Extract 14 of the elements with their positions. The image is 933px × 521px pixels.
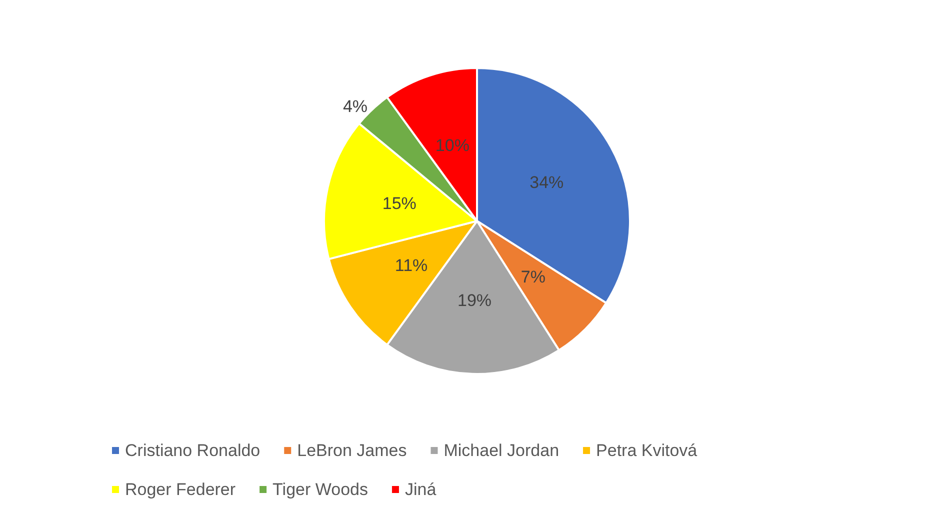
data-label: 10%: [435, 136, 470, 155]
legend-label: Cristiano Ronaldo: [125, 441, 260, 460]
data-label: 11%: [394, 256, 428, 276]
legend-label: Roger Federer: [125, 480, 236, 499]
data-label: 4%: [342, 97, 368, 116]
legend-label: Tiger Woods: [272, 480, 368, 499]
legend-label: LeBron James: [297, 441, 407, 460]
legend-label: Jiná: [404, 480, 437, 499]
legend-label: Petra Kvitová: [596, 441, 698, 460]
data-label: 7%: [520, 268, 546, 287]
data-label: 15%: [382, 194, 416, 214]
data-label: 34%: [530, 173, 564, 192]
data-label: 19%: [457, 290, 492, 310]
legend-label: Michael Jordan: [444, 441, 560, 460]
